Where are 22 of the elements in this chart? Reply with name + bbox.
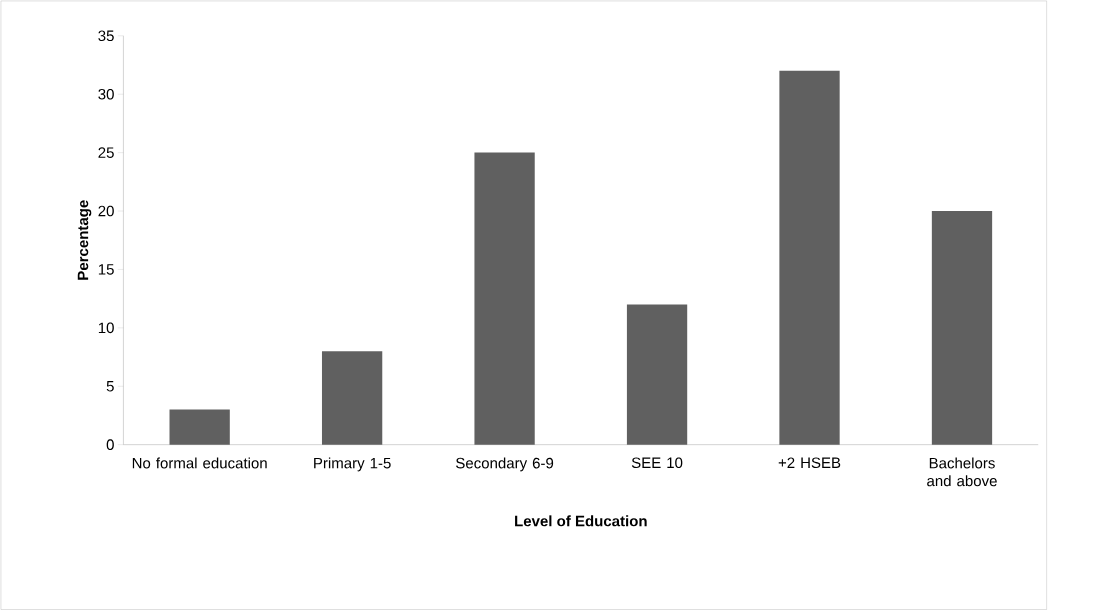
y-tick-label: 20 bbox=[98, 205, 114, 217]
y-tick-label: 35 bbox=[98, 30, 114, 41]
bar bbox=[321, 350, 383, 445]
y-tick-label: 15 bbox=[98, 263, 114, 275]
y-axis-title: Percentage bbox=[77, 200, 92, 280]
x-tick-label: Primary 1-5 bbox=[314, 457, 391, 472]
x-tick-label: No formal education bbox=[132, 457, 267, 469]
y-tick-label: 25 bbox=[98, 147, 114, 158]
y-tick-label: 30 bbox=[98, 88, 114, 100]
x-tick-label: Secondary 6-9 bbox=[456, 457, 554, 472]
y-tick-label: 5 bbox=[106, 380, 114, 392]
bar bbox=[626, 304, 688, 445]
bar bbox=[931, 210, 993, 445]
y-tick-label: 10 bbox=[98, 322, 114, 333]
bar bbox=[474, 152, 535, 445]
y-tick-label: 0 bbox=[106, 439, 114, 450]
bar bbox=[169, 409, 230, 445]
x-tick-label: SEE 10 bbox=[631, 457, 683, 468]
bar bbox=[779, 70, 840, 445]
x-axis-title: Level of Education bbox=[515, 515, 647, 527]
x-tick-label: Bachelors and above bbox=[927, 457, 997, 487]
x-tick-label: +2 HSEB bbox=[778, 457, 841, 468]
